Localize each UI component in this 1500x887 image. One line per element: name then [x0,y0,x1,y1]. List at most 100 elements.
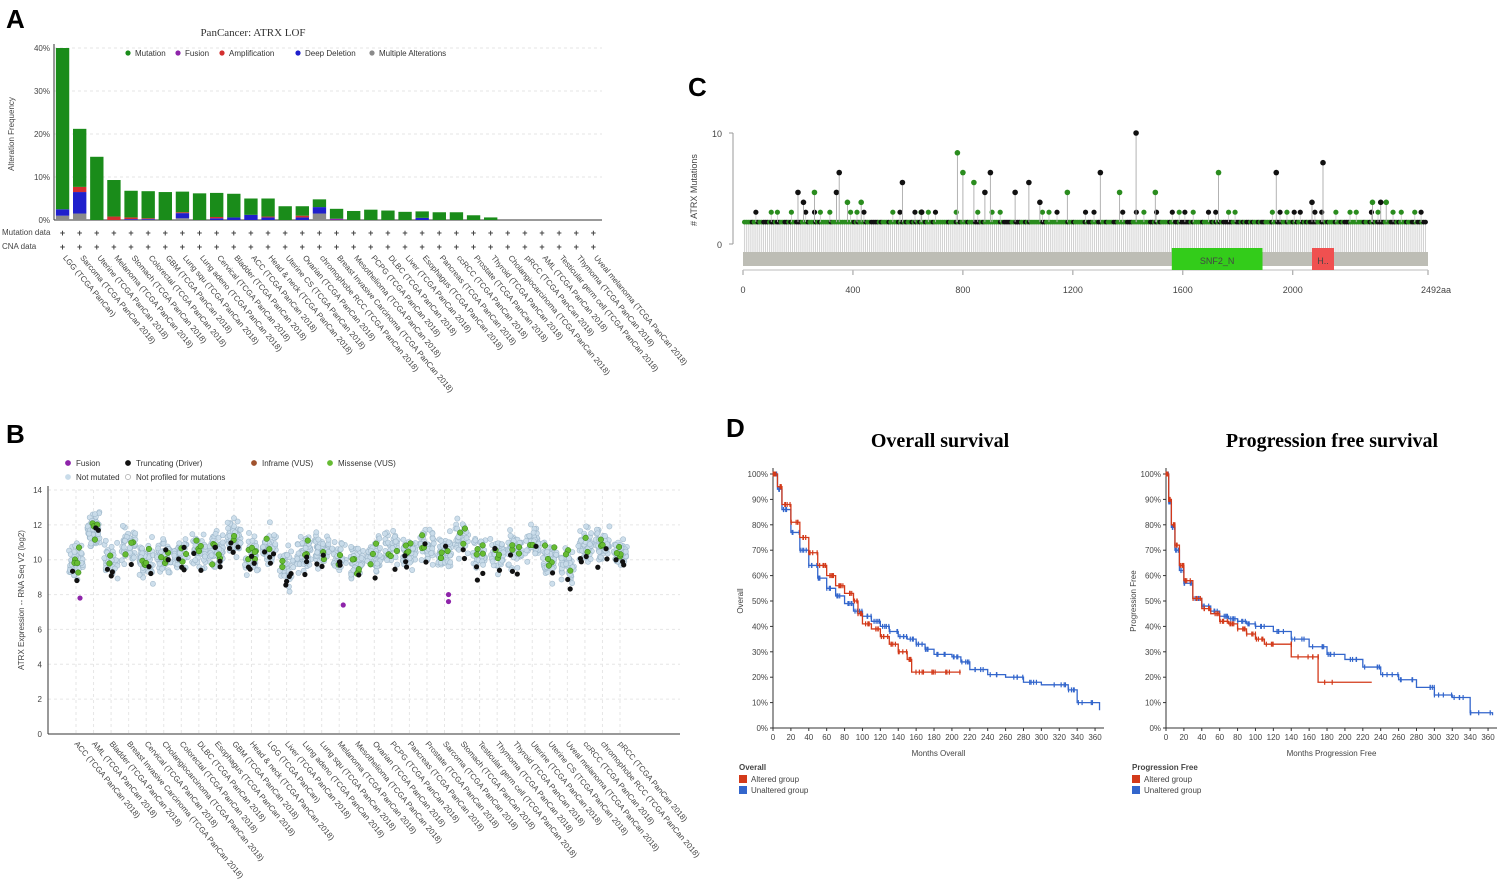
row-marker: + [334,242,339,252]
legend-marker [219,50,225,56]
not-mutated-point [487,536,494,542]
not-mutated-point [566,555,572,562]
not-mutated-point [472,537,479,544]
missense-point [516,544,523,551]
y-tick-label: 2 [38,695,43,704]
row-marker: + [574,242,579,252]
row-marker: + [505,228,510,238]
missense-point [541,542,549,549]
row-marker: + [471,242,476,252]
not-mutated-point [563,561,569,567]
x-tick-label: 220 [963,733,977,742]
x-tick-label: 360 [1088,733,1102,742]
missense-point [145,545,152,553]
missense-point [393,547,400,554]
bar-segment [347,210,361,220]
bar-segment [158,192,172,220]
x-tick-label: 1200 [1063,285,1083,295]
y-tick-label: 0 [717,240,722,250]
not-mutated-point [254,567,260,574]
protein-domain [1171,248,1263,270]
lollipop-head [960,169,966,176]
lollipop-head [768,209,774,215]
missense-point [266,546,273,553]
truncating-point [95,527,101,533]
not-mutated-point [464,550,471,557]
lollipop-head [1064,189,1071,196]
bar-segment [55,48,70,210]
missense-point [405,548,412,555]
row-marker: + [197,228,202,238]
not-mutated-point [594,530,601,537]
not-mutated-point [507,532,514,539]
bar-segment [278,206,292,220]
bar-segment [124,217,138,220]
bar-segment [364,209,378,220]
truncating-point [356,572,362,578]
row-marker: + [248,228,253,238]
bar-segment [192,193,207,220]
not-mutated-point [596,548,603,555]
truncating-point [109,569,115,575]
row-marker: + [351,242,356,252]
not-mutated-point [400,536,407,543]
truncating-point [283,582,289,588]
not-mutated-point [171,552,178,559]
row-marker: + [128,242,133,252]
not-mutated-point [532,550,539,557]
lollipop-head [847,209,854,215]
truncating-point [603,546,609,552]
axis-title: Overall [736,588,745,614]
not-mutated-point [176,540,183,547]
x-tick-label: 300 [1428,733,1442,742]
row-marker: + [539,242,544,252]
lollipop-head [1320,159,1326,166]
lollipop-head [1190,209,1196,215]
not-mutated-point [523,547,530,554]
bar-segment [227,217,241,220]
missense-point [91,536,98,543]
not-mutated-point [160,536,167,542]
x-tick-label: 340 [1463,733,1477,742]
x-tick-label: 100 [1249,733,1263,742]
bar-segment [55,215,70,220]
legend-label: Missense (VUS) [338,459,396,468]
panel-label-d: D [726,413,745,443]
not-mutated-point [524,558,531,565]
y-tick-label: 0 [38,730,43,739]
x-tick-label: 2000 [1283,285,1303,295]
bar-segment [312,213,327,220]
not-mutated-point [331,539,338,545]
bar-segment [175,213,190,219]
not-mutated-point [429,530,436,537]
x-tick-label: 320 [1053,733,1067,742]
bar-segment [73,213,87,220]
not-mutated-point [429,561,436,568]
x-tick-label: 260 [999,733,1013,742]
missense-point [122,551,129,558]
bar-segment [55,209,70,216]
y-tick-label: 60% [1145,572,1161,581]
row-marker: + [77,228,82,238]
axis-title: Progression Free [1129,570,1138,632]
lollipop-head [827,209,833,215]
row-marker: + [539,228,544,238]
missense-point [128,539,135,546]
row-marker: + [231,242,236,252]
not-mutated-point [523,537,530,544]
lollipop-head [890,209,896,215]
bar-segment [227,193,241,218]
row-marker: + [351,228,356,238]
not-mutated-point [159,565,165,572]
row-marker: + [317,242,322,252]
bar-segment [415,211,429,218]
missense-point [179,558,186,565]
not-mutated-point [445,539,452,546]
truncating-point [104,566,111,572]
y-tick-label: 40% [34,44,50,53]
not-mutated-point [102,537,109,544]
missense-point [479,542,486,549]
panel-d-overall-survival: Overall survival 0% 10% 20% 30% 40% 50% 60% 70%… [736,430,1104,795]
panel-c-lollipop-plot: # ATRX Mutations 0 10 0 400 800 1200 1600 2000 2… [689,129,1451,295]
bar-segment [329,218,344,220]
